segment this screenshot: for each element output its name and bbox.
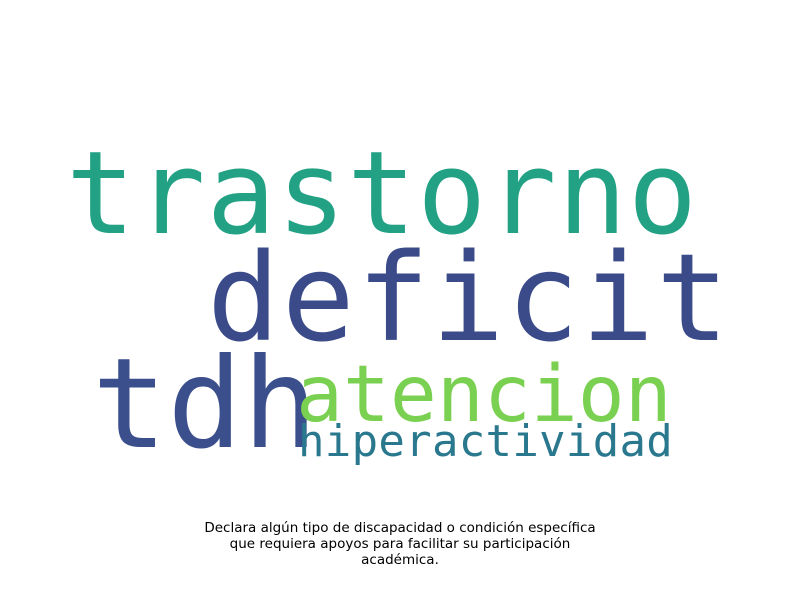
chart-caption: Declara algún tipo de discapacidad o con… [150,520,650,568]
caption-line-2: que requiera apoyos para facilitar su pa… [229,536,571,552]
word-deficit: deficit [207,228,731,369]
word-hiperactividad: hiperactividad [298,416,674,467]
word-atencion: atencion [296,350,672,440]
word-tdh: tdh [92,332,318,477]
caption-line-3: académica. [361,552,439,568]
word-trastorno: trastorno [66,127,699,261]
caption-line-1: Declara algún tipo de discapacidad o con… [204,520,596,536]
